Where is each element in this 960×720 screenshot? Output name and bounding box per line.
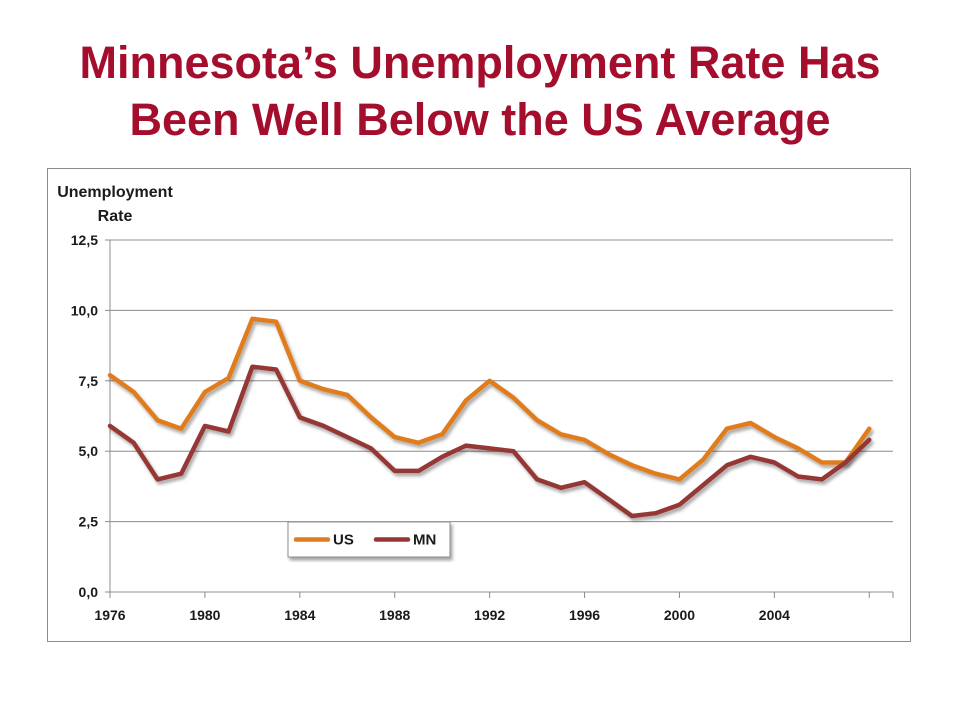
y-tick-label: 10,0 [71, 302, 98, 318]
y-axis-title-line-1: Unemployment [57, 184, 173, 201]
y-tick-label: 5,0 [79, 443, 99, 459]
series-line-mn [107, 364, 872, 519]
x-tick-label: 1996 [569, 607, 600, 623]
legend-label-us: US [333, 532, 354, 549]
x-tick-label: 1976 [94, 607, 125, 623]
x-tick-label: 1992 [474, 607, 505, 623]
x-tick-label: 2000 [664, 607, 695, 623]
series-line-us [107, 316, 872, 482]
x-axis-tick-labels: 1976 1980 1984 1988 1992 1996 2000 2004 [94, 607, 790, 623]
legend-label-mn: MN [413, 532, 436, 549]
x-tick-label: 2004 [759, 607, 790, 623]
chart-frame [47, 168, 911, 642]
y-tick-label: 7,5 [79, 373, 99, 389]
legend: US MN [287, 521, 451, 558]
y-tick-label: 12,5 [71, 232, 98, 248]
slide-title: Minnesota’s Unemployment Rate Has Been W… [0, 34, 960, 148]
y-tick-label: 2,5 [79, 514, 99, 530]
x-tick-label: 1988 [379, 607, 410, 623]
y-axis-title-line-2: Rate [97, 208, 133, 225]
y-axis-tick-labels: 0,0 2,5 5,0 7,5 10,0 12,5 [71, 232, 98, 600]
series-lines [107, 316, 872, 519]
x-tick-label: 1980 [189, 607, 220, 623]
slide-title-line-2: Been Well Below the US Average [129, 94, 831, 145]
gridlines [110, 239, 893, 523]
y-tick-label: 0,0 [79, 584, 99, 600]
y-axis-title: Unemployment Rate [40, 181, 190, 229]
x-tick-label: 1984 [284, 607, 315, 623]
axes [105, 239, 894, 598]
slide-title-line-1: Minnesota’s Unemployment Rate Has [79, 37, 881, 88]
